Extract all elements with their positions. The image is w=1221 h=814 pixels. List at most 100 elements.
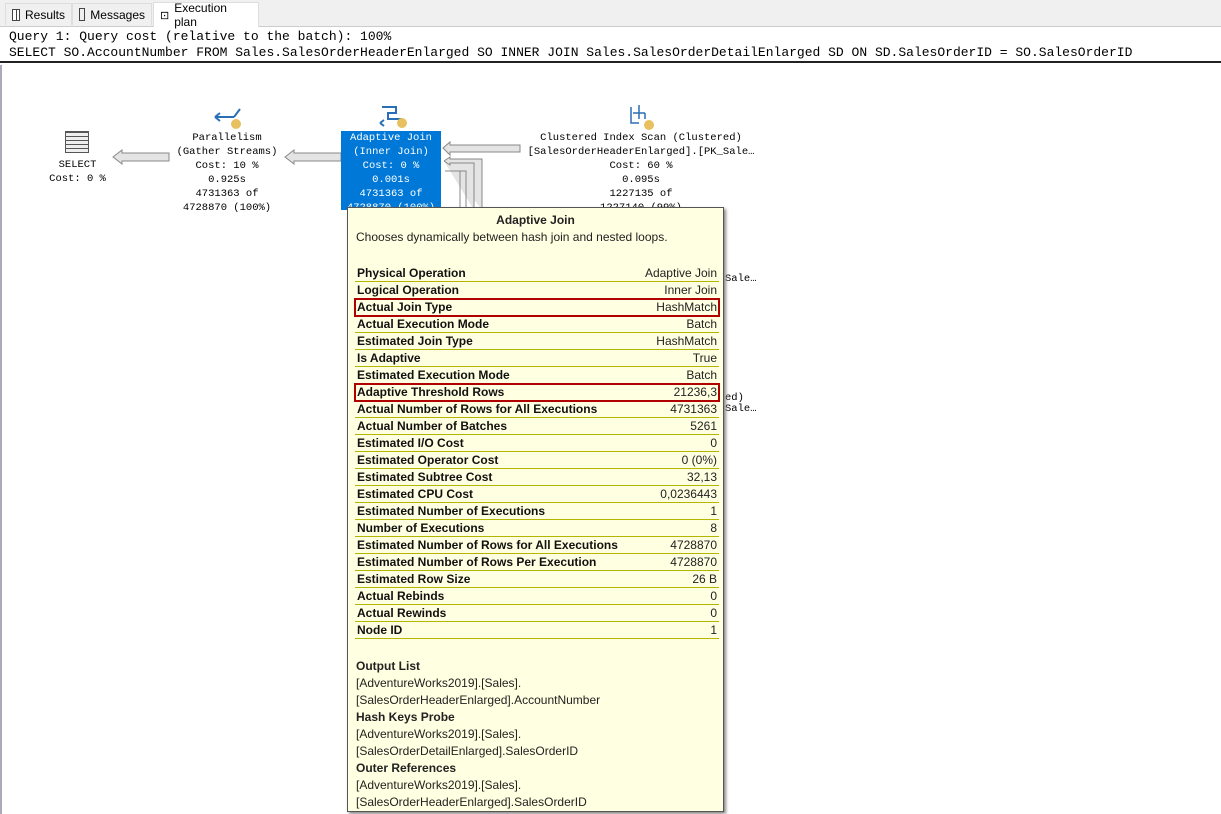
property-row: Logical Operation Inner Join xyxy=(355,282,719,299)
query-header: Query 1: Query cost (relative to the bat… xyxy=(0,27,1221,63)
clustered-index-scan-icon[interactable] xyxy=(627,103,657,131)
node-adaptive-join[interactable]: Adaptive Join (Inner Join) Cost: 0 % 0.001s… xyxy=(341,131,441,210)
property-row: Estimated Number of Rows for All Executi… xyxy=(355,537,719,554)
property-name: Estimated Operator Cost xyxy=(357,453,499,467)
property-name: Estimated Join Type xyxy=(357,334,473,348)
node-parallelism[interactable]: Parallelism (Gather Streams) Cost: 10 % 0.9… xyxy=(168,131,286,215)
execution-plan-canvas xyxy=(0,65,1221,814)
node-subtitle: [SalesOrderHeaderEnlarged].[PK_Sale… xyxy=(527,146,755,158)
property-name: Estimated Execution Mode xyxy=(357,368,510,382)
property-value: 21236,3 xyxy=(673,385,717,399)
property-value: 0 (0%) xyxy=(681,453,717,467)
adaptive-join-icon[interactable] xyxy=(378,103,408,129)
node-cost: Cost: 10 % xyxy=(195,160,259,172)
node-subtitle: (Gather Streams) xyxy=(176,146,278,158)
property-value: Batch xyxy=(686,317,717,331)
property-name: Estimated Number of Rows Per Execution xyxy=(357,555,597,569)
section-line: [SalesOrderHeaderEnlarged].SalesOrderID xyxy=(356,795,587,809)
node-title: Parallelism xyxy=(192,132,262,144)
property-value: 4731363 xyxy=(670,402,717,416)
property-name: Actual Number of Rows for All Executions xyxy=(357,402,598,416)
tab-results[interactable]: Results xyxy=(5,3,72,25)
property-value: 8 xyxy=(710,521,717,535)
property-name: Estimated Row Size xyxy=(357,572,471,586)
node-clustered-index-scan[interactable]: Clustered Index Scan (Clustered) [SalesOr… xyxy=(519,131,763,215)
tooltip-sections: Output List [AdventureWorks2019].[Sales].… xyxy=(356,658,600,811)
property-name: Actual Execution Mode xyxy=(357,317,490,331)
property-value: 26 B xyxy=(692,572,717,586)
property-row: Node ID 1 xyxy=(355,622,719,639)
select-icon[interactable] xyxy=(65,131,89,153)
property-value: Batch xyxy=(686,368,717,382)
query-text: SELECT SO.AccountNumber FROM Sales.Sales… xyxy=(9,45,1133,60)
property-row: Estimated Execution Mode Batch xyxy=(355,367,719,384)
section-line: [AdventureWorks2019].[Sales]. xyxy=(356,778,522,792)
section-line: [SalesOrderHeaderEnlarged].AccountNumber xyxy=(356,693,601,707)
property-row: Actual Rebinds 0 xyxy=(355,588,719,605)
node-title: Adaptive Join xyxy=(350,132,432,144)
property-row: Estimated Operator Cost 0 (0%) xyxy=(355,452,719,469)
property-row: Actual Execution Mode Batch xyxy=(355,316,719,333)
query-cost: Query 1: Query cost (relative to the bat… xyxy=(9,29,392,44)
grid-icon xyxy=(12,8,20,21)
property-value: 0 xyxy=(710,589,717,603)
property-name: Estimated CPU Cost xyxy=(357,487,474,501)
property-row: Number of Executions 8 xyxy=(355,520,719,537)
node-estimate: 4728870 (100%) xyxy=(182,202,272,214)
property-row: Adaptive Threshold Rows 21236,3 xyxy=(354,383,720,402)
node-select[interactable]: SELECT Cost: 0 % xyxy=(40,158,115,186)
operator-tooltip: Adaptive Join Chooses dynamically betwee… xyxy=(347,207,724,812)
node-rows: 1227135 of xyxy=(609,188,673,200)
property-value: 1 xyxy=(710,504,717,518)
property-row: Estimated Subtree Cost 32,13 xyxy=(355,469,719,486)
property-row: Physical Operation Adaptive Join xyxy=(355,265,719,282)
property-value: 1 xyxy=(710,623,717,637)
node-title: SELECT xyxy=(58,159,97,171)
tab-messages[interactable]: Messages xyxy=(72,3,152,25)
property-row: Estimated I/O Cost 0 xyxy=(355,435,719,452)
property-value: 4728870 xyxy=(670,555,717,569)
arrow-parallelism-to-select xyxy=(112,149,170,165)
arrow-join-to-parallelism xyxy=(284,149,342,165)
parallelism-icon[interactable] xyxy=(212,105,242,129)
property-row: Estimated Number of Rows Per Execution 47… xyxy=(355,554,719,571)
section-line: [AdventureWorks2019].[Sales]. xyxy=(356,676,522,690)
property-value: HashMatch xyxy=(656,300,717,314)
property-name: Estimated I/O Cost xyxy=(357,436,464,450)
property-row: Estimated CPU Cost 0,0236443 xyxy=(355,486,719,503)
property-name: Estimated Number of Executions xyxy=(357,504,546,518)
property-name: Node ID xyxy=(357,623,403,637)
property-row: Actual Number of Rows for All Executions… xyxy=(355,401,719,418)
section-heading: Output List xyxy=(356,659,420,673)
property-name: Logical Operation xyxy=(357,283,460,297)
node-subtitle: (Inner Join) xyxy=(353,146,429,158)
node-time: 0.001s xyxy=(372,174,410,186)
property-row: Estimated Row Size 26 B xyxy=(355,571,719,588)
property-row: Actual Number of Batches 5261 xyxy=(355,418,719,435)
node-fragment: Sale… xyxy=(725,403,757,415)
property-value: 32,13 xyxy=(686,470,717,484)
tab-bar: Results Messages ⊡ Execution plan xyxy=(0,0,1221,29)
property-name: Number of Executions xyxy=(357,521,485,535)
property-value: 0 xyxy=(710,436,717,450)
property-value: Inner Join xyxy=(664,283,717,297)
property-value: 0,0236443 xyxy=(660,487,717,501)
property-row: Actual Rewinds 0 xyxy=(355,605,719,622)
property-name: Physical Operation xyxy=(357,266,466,280)
property-value: 4728870 xyxy=(670,538,717,552)
property-name: Actual Number of Batches xyxy=(357,419,508,433)
property-name: Actual Rewinds xyxy=(357,606,447,620)
section-heading: Outer References xyxy=(356,761,457,775)
property-value: 5261 xyxy=(690,419,717,433)
node-rows: 4731363 of xyxy=(359,188,423,200)
property-row: Estimated Join Type HashMatch xyxy=(355,333,719,350)
node-estimate: 4728870 (100%) xyxy=(346,202,436,210)
property-value: 0 xyxy=(710,606,717,620)
node-fragment: Sale… xyxy=(725,273,757,285)
property-name: Actual Rebinds xyxy=(357,589,445,603)
node-fragment: ed) xyxy=(725,392,744,404)
messages-icon xyxy=(79,8,86,21)
tab-execution-plan[interactable]: ⊡ Execution plan xyxy=(153,1,259,29)
tooltip-title: Adaptive Join xyxy=(496,213,575,227)
tooltip-properties: Physical Operation Adaptive Join Logical O… xyxy=(354,265,720,639)
